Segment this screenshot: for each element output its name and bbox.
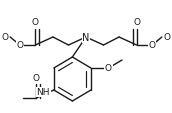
Text: O: O — [32, 18, 39, 27]
Text: NH: NH — [36, 88, 50, 97]
Text: O: O — [133, 18, 140, 27]
Text: N: N — [82, 33, 90, 43]
Text: O: O — [105, 64, 112, 73]
Text: O: O — [1, 33, 8, 42]
Text: O: O — [164, 33, 171, 42]
Text: O: O — [33, 73, 40, 82]
Text: O: O — [16, 41, 23, 50]
Text: O: O — [149, 41, 156, 50]
